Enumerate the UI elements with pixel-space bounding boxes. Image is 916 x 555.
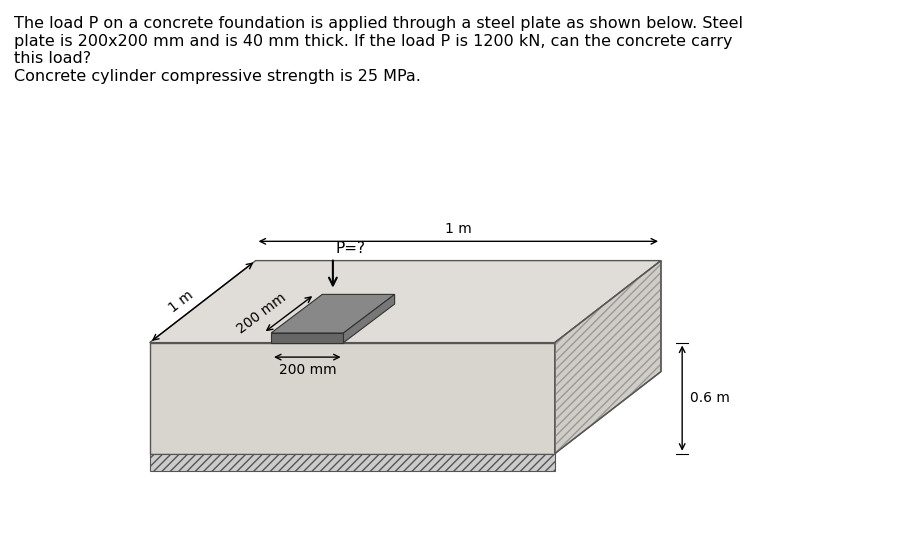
Polygon shape [149, 342, 555, 453]
Text: P=?: P=? [336, 241, 365, 256]
Polygon shape [555, 261, 661, 453]
Polygon shape [271, 333, 344, 342]
Text: The load P on a concrete foundation is applied through a steel plate as shown be: The load P on a concrete foundation is a… [14, 17, 743, 84]
Polygon shape [149, 261, 661, 342]
Text: 1 m: 1 m [445, 221, 472, 235]
Text: 200 mm: 200 mm [234, 291, 289, 337]
Text: 200 mm: 200 mm [278, 363, 336, 377]
Polygon shape [149, 453, 555, 471]
Polygon shape [271, 294, 395, 333]
Text: 0.6 m: 0.6 m [690, 391, 730, 405]
Polygon shape [344, 294, 395, 342]
Text: 1 m: 1 m [167, 288, 196, 315]
